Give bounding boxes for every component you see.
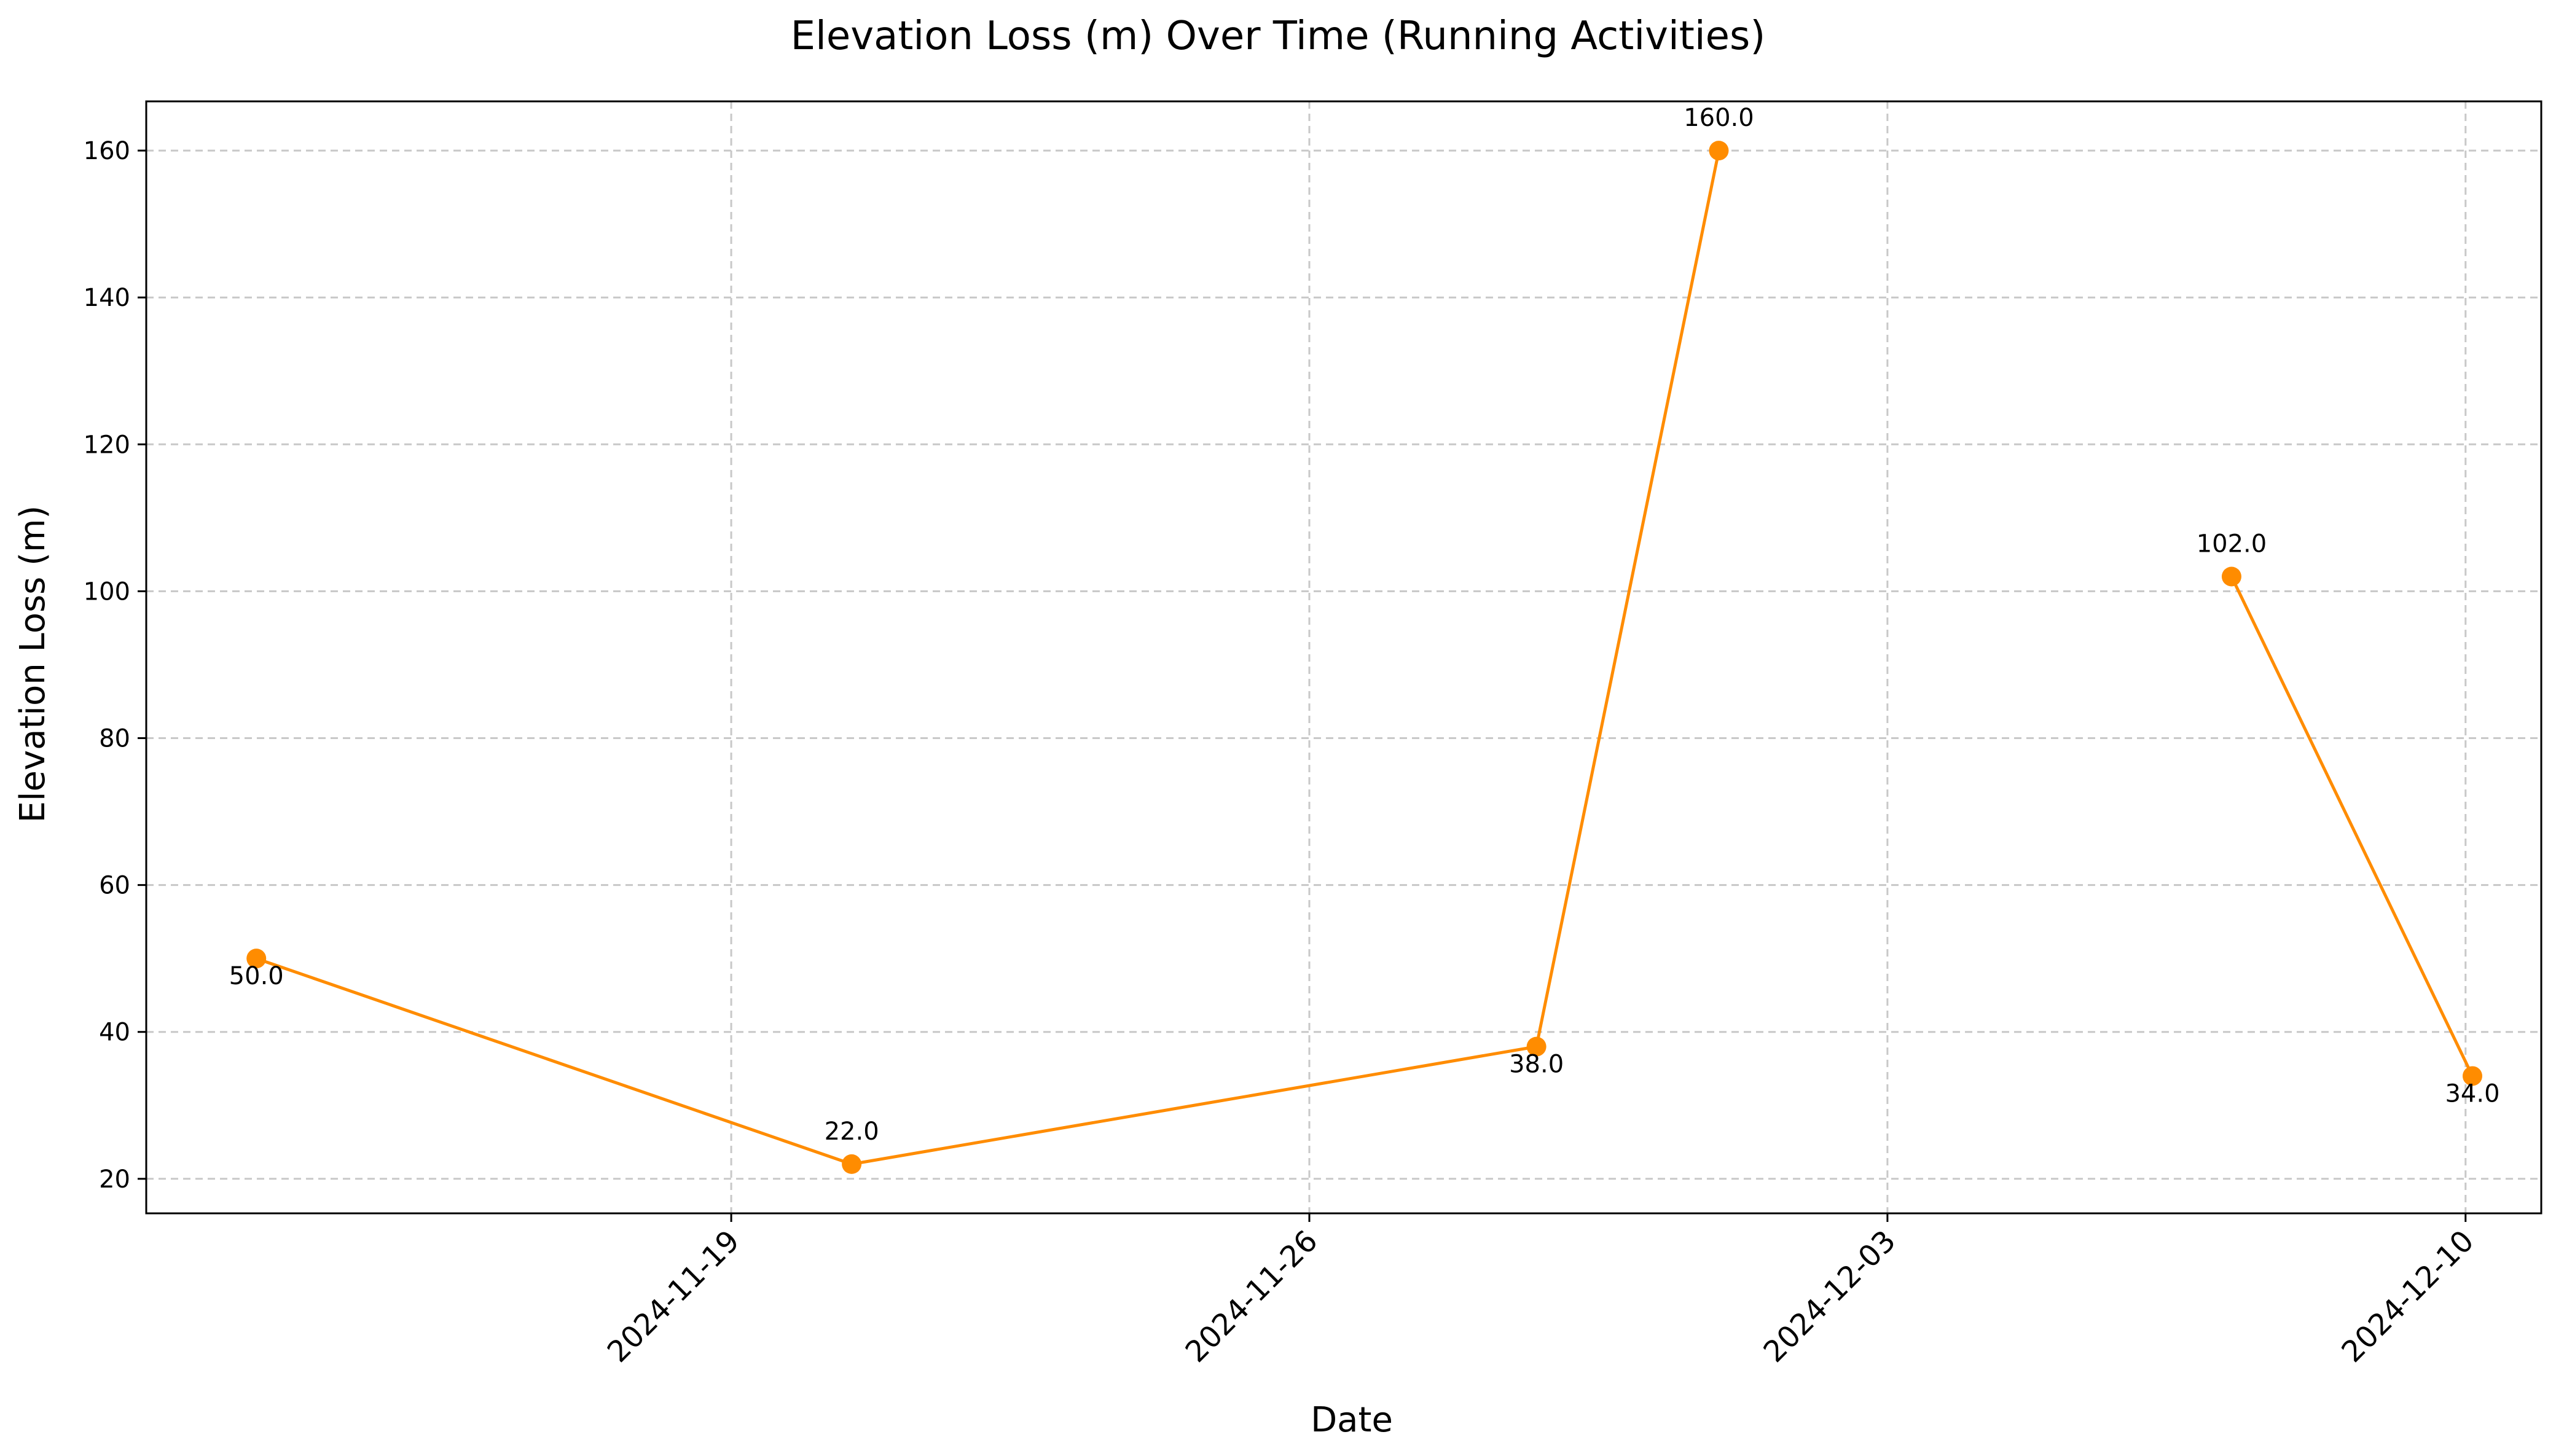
- y-axis-label: Elevation Loss (m): [13, 506, 53, 823]
- data-label: 38.0: [1509, 1051, 1564, 1079]
- grid: [146, 101, 2541, 1213]
- data-point: [1709, 141, 1729, 161]
- y-tick-label: 100: [84, 577, 130, 606]
- y-tick-label: 40: [99, 1019, 130, 1047]
- y-tick-label: 80: [99, 725, 130, 753]
- data-point: [842, 1154, 862, 1174]
- data-label: 34.0: [2445, 1079, 2499, 1108]
- data-point: [2221, 566, 2241, 587]
- data-label: 22.0: [825, 1117, 879, 1146]
- y-tick-label: 140: [84, 284, 130, 312]
- data-point: [2462, 1066, 2482, 1086]
- x-axis-label: Date: [1311, 1400, 1393, 1440]
- data-label: 160.0: [1684, 104, 1754, 132]
- data-label: 102.0: [2197, 530, 2267, 558]
- plot-area-frame: [145, 100, 2542, 1215]
- y-tick-label: 120: [84, 431, 130, 459]
- y-tick-label: 160: [84, 137, 130, 165]
- series-line-1: [256, 150, 1720, 1166]
- series-layer: [246, 141, 2482, 1174]
- data-label: 50.0: [229, 962, 284, 990]
- y-tick-label: 60: [99, 872, 130, 900]
- data-point: [1526, 1036, 1547, 1057]
- y-tick-label: 20: [99, 1165, 130, 1194]
- data-point: [246, 949, 267, 969]
- chart-title: Elevation Loss (m) Over Time (Running Ac…: [791, 14, 1766, 59]
- series-line-2: [2230, 576, 2474, 1077]
- data-labels: 50.0 22.0 38.0 160.0 102.0 34.0: [229, 104, 2500, 1146]
